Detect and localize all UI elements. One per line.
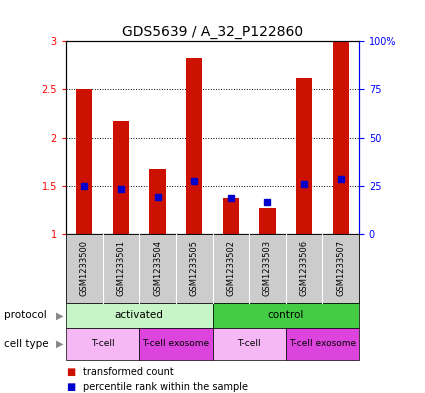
Text: ▶: ▶ [56,310,64,320]
Text: transformed count: transformed count [83,367,174,377]
Bar [296,78,312,234]
Text: GSM1233504: GSM1233504 [153,240,162,296]
Bar [113,121,129,234]
Bar [186,58,202,234]
Text: T-cell: T-cell [237,340,261,348]
Text: GSM1233505: GSM1233505 [190,240,198,296]
Bar [259,208,276,234]
Text: ▶: ▶ [56,339,64,349]
Text: ■: ■ [66,367,75,377]
Text: cell type: cell type [4,339,49,349]
Text: percentile rank within the sample: percentile rank within the sample [83,382,248,391]
Text: protocol: protocol [4,310,47,320]
Bar [332,41,349,234]
Text: T-cell exosome: T-cell exosome [142,340,210,348]
Text: GSM1233503: GSM1233503 [263,240,272,296]
Text: GSM1233506: GSM1233506 [300,240,309,296]
Title: GDS5639 / A_32_P122860: GDS5639 / A_32_P122860 [122,25,303,39]
Text: GSM1233500: GSM1233500 [80,240,89,296]
Text: T-cell: T-cell [91,340,114,348]
Bar [149,169,166,234]
Bar [76,89,93,234]
Text: GSM1233501: GSM1233501 [116,240,125,296]
Text: T-cell exosome: T-cell exosome [289,340,356,348]
Text: ■: ■ [66,382,75,391]
Text: GSM1233507: GSM1233507 [336,240,345,296]
Text: activated: activated [115,310,164,320]
Text: GSM1233502: GSM1233502 [227,240,235,296]
Text: control: control [268,310,304,320]
Bar [223,198,239,234]
